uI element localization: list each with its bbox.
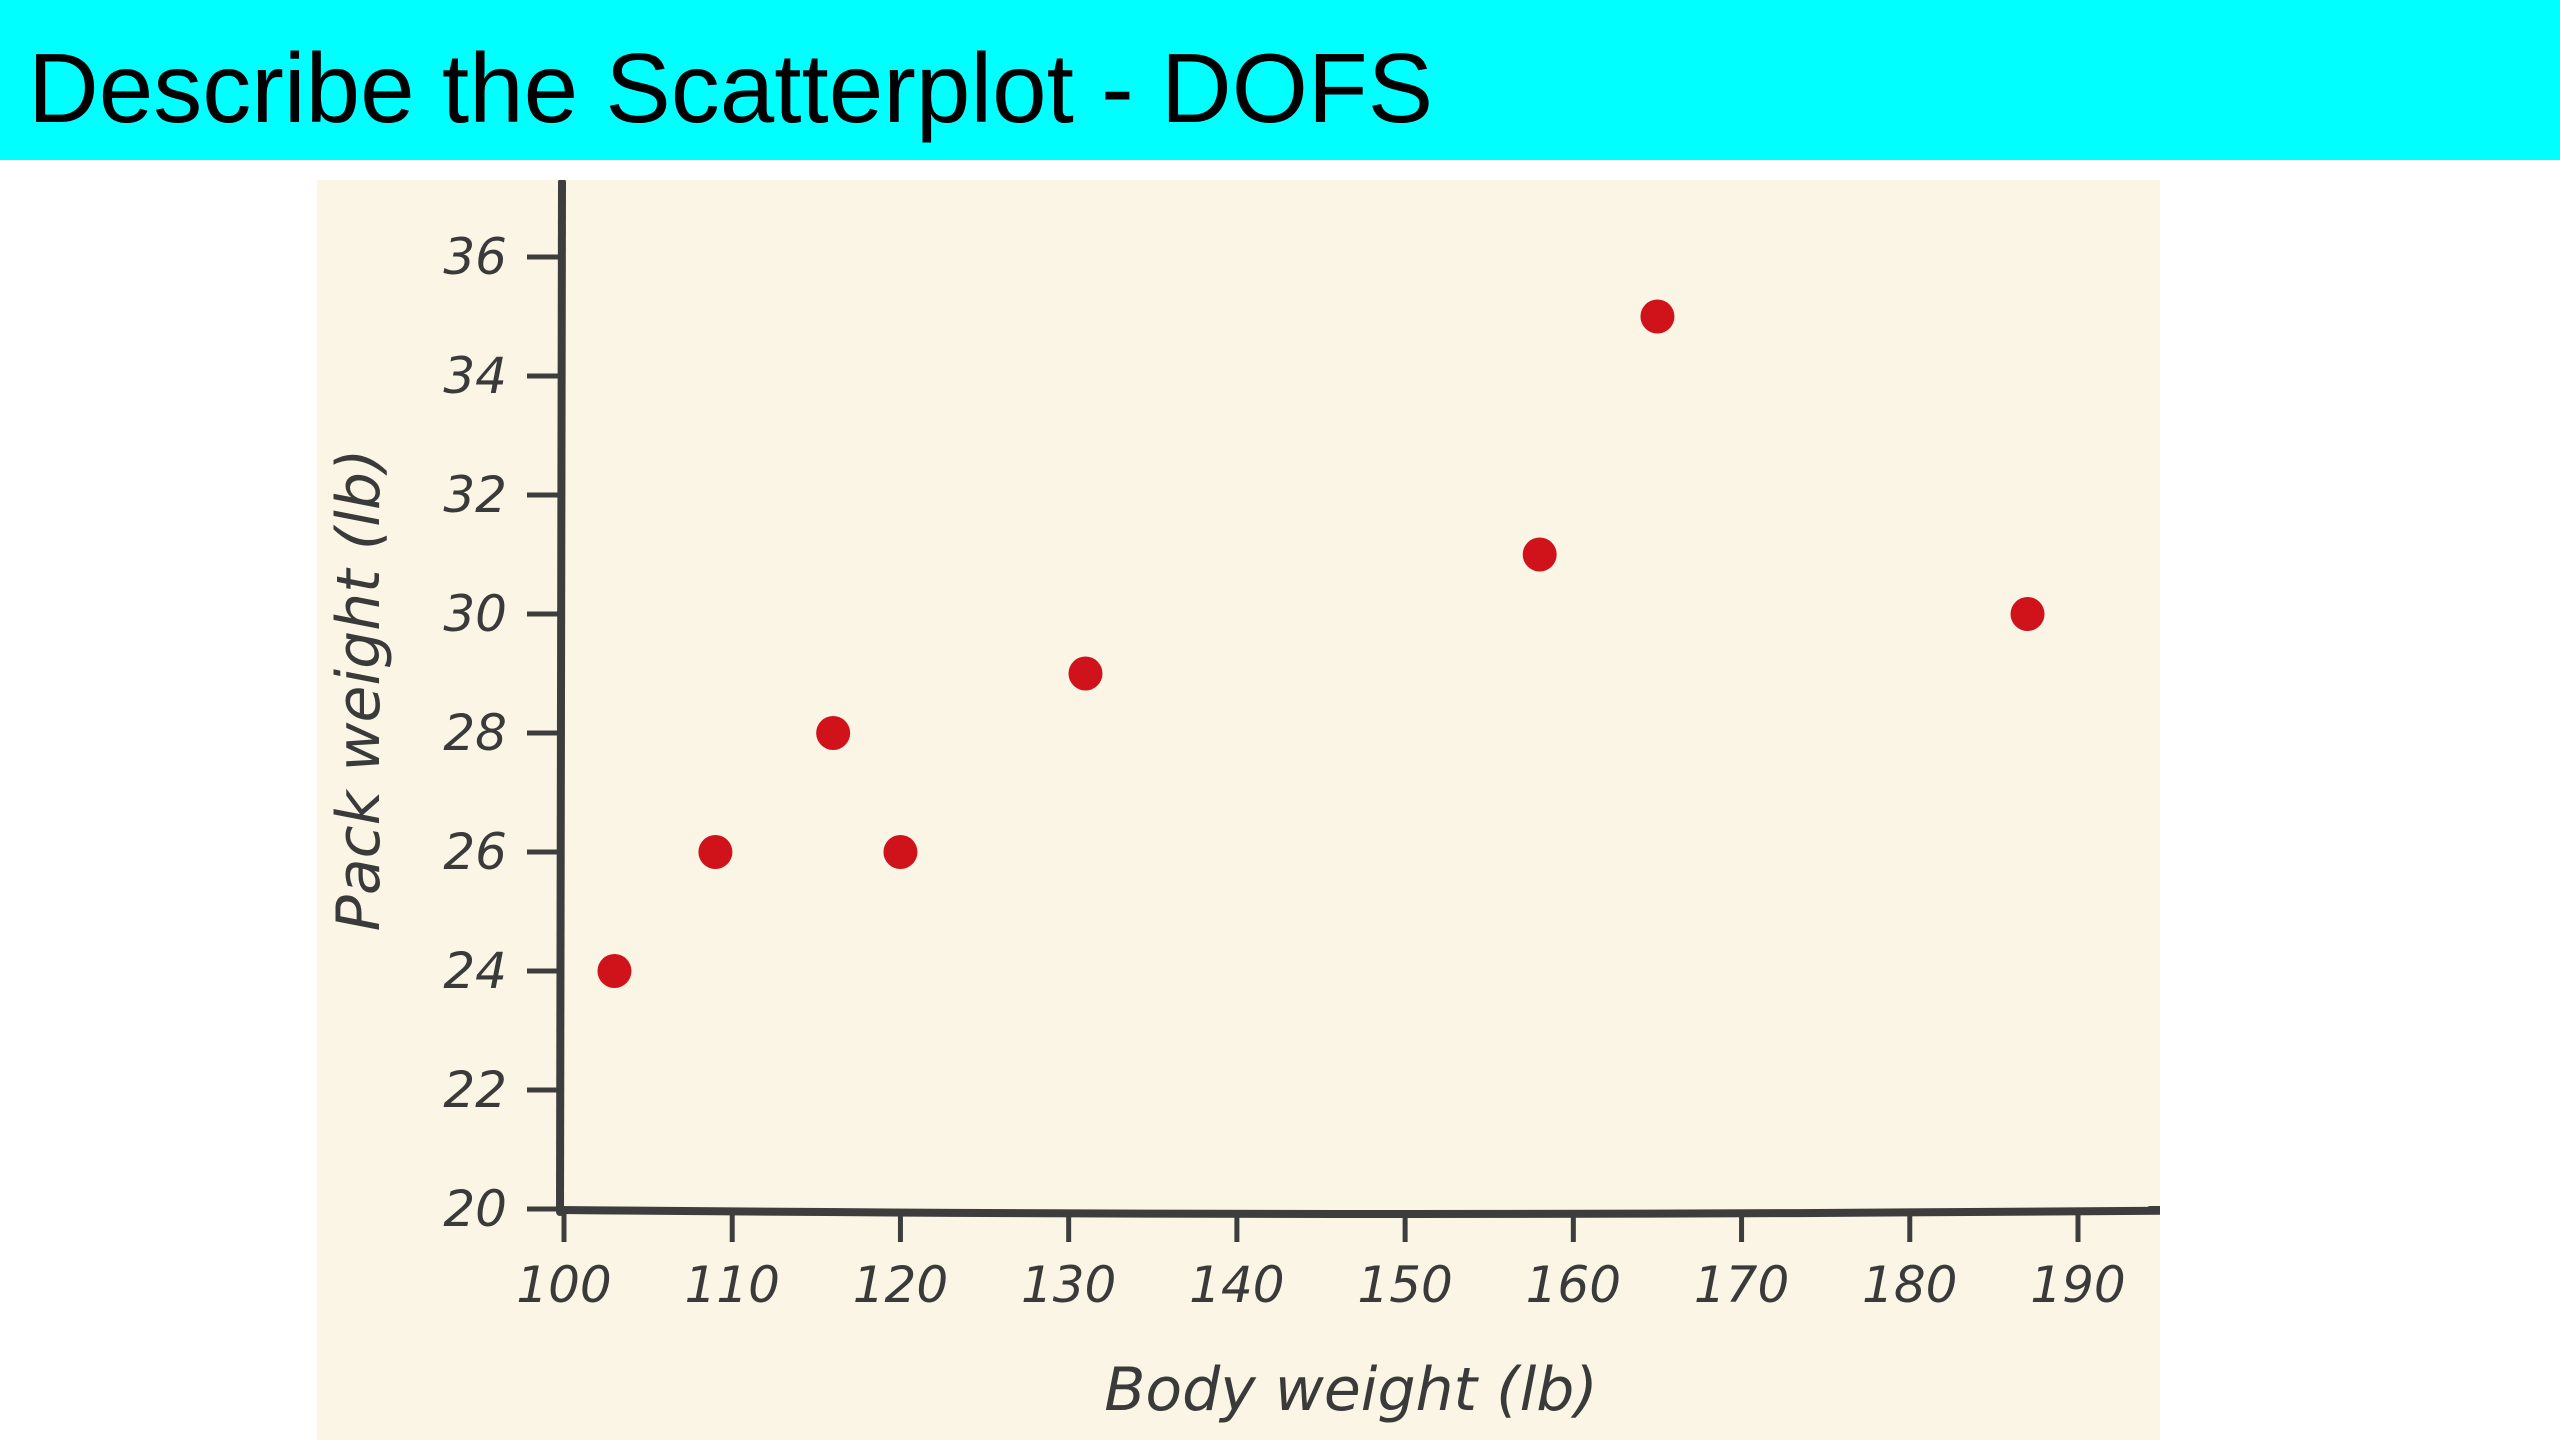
x-tick-label: 130 bbox=[1021, 1256, 1116, 1314]
data-points bbox=[597, 299, 2045, 988]
x-axis-title: Body weight (lb) bbox=[1104, 1355, 1597, 1425]
y-tick-label: 36 bbox=[443, 228, 507, 286]
x-tick-label: 190 bbox=[2030, 1256, 2125, 1314]
y-tick-label: 22 bbox=[443, 1061, 507, 1119]
data-point bbox=[1068, 656, 1103, 691]
x-tick-label: 110 bbox=[685, 1256, 780, 1314]
x-tick-label: 160 bbox=[1526, 1256, 1621, 1314]
y-tick-label: 30 bbox=[443, 585, 507, 643]
x-tick-label: 140 bbox=[1189, 1256, 1284, 1314]
y-tick-label: 32 bbox=[443, 466, 507, 524]
data-point bbox=[1522, 537, 1557, 572]
x-tick-label: 170 bbox=[1694, 1256, 1789, 1314]
x-axis-line bbox=[556, 1206, 2160, 1218]
data-point bbox=[2010, 597, 2045, 631]
y-axis-ticks: 20 22 24 26 28 30 32 34 36 bbox=[443, 228, 562, 1238]
y-axis-title: Pack weight (lb) bbox=[324, 449, 394, 932]
scatter-chart: 20 22 24 26 28 30 32 34 36 100 110 120 130 140 150 160… bbox=[324, 180, 2160, 1425]
chart-panel: 20 22 24 26 28 30 32 34 36 100 110 120 130 140 150 160… bbox=[317, 180, 2160, 1440]
data-point bbox=[883, 835, 918, 869]
chart-axes bbox=[556, 180, 2160, 1218]
y-tick-label: 24 bbox=[443, 942, 507, 1000]
title-bar: Describe the Scatterplot - DOFS bbox=[0, 0, 2560, 160]
y-tick-label: 28 bbox=[443, 704, 507, 762]
data-point bbox=[698, 835, 733, 869]
data-point bbox=[597, 954, 632, 988]
data-point bbox=[816, 716, 851, 750]
x-tick-label: 150 bbox=[1357, 1256, 1452, 1314]
y-tick-label: 20 bbox=[443, 1180, 507, 1238]
x-tick-label: 100 bbox=[516, 1256, 611, 1314]
x-tick-label: 120 bbox=[853, 1256, 948, 1314]
x-axis-ticks: 100 110 120 130 140 150 160 170 180 190 bbox=[516, 1210, 2126, 1314]
y-tick-label: 26 bbox=[443, 823, 507, 881]
y-tick-label: 34 bbox=[443, 347, 507, 405]
slide-title: Describe the Scatterplot - DOFS bbox=[28, 33, 1434, 143]
y-axis-line bbox=[556, 180, 566, 1216]
x-tick-label: 180 bbox=[1862, 1256, 1957, 1314]
data-point bbox=[1640, 299, 1675, 334]
